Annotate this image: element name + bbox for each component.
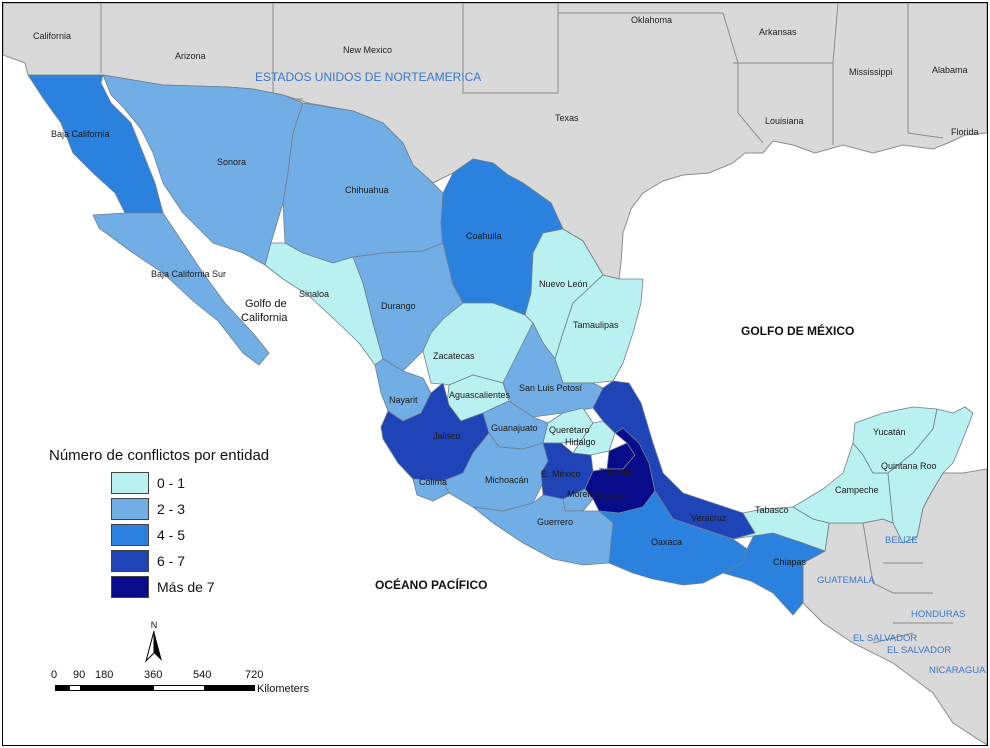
legend-item: 4 - 5 — [111, 522, 309, 548]
legend-item: Más de 7 — [111, 574, 309, 600]
water-label-gulf-of-mexico: GOLFO DE MÉXICO — [741, 323, 854, 338]
state-label-aguascalientes: Aguascalientes — [449, 390, 511, 400]
country-label-guatemala: GUATEMALA — [817, 575, 876, 586]
us-state-label: Oklahoma — [631, 15, 672, 25]
state-label-durango: Durango — [381, 301, 416, 311]
water-label-pacific-ocean: OCÉANO PACÍFICO — [375, 577, 487, 592]
state-label-zacatecas: Zacatecas — [433, 351, 475, 361]
legend-item: 0 - 1 — [111, 470, 309, 496]
legend-swatch — [111, 524, 149, 546]
state-label-san-luis-potosi: San Luis Potosí — [519, 383, 583, 393]
scale-bar: 0 90 180 360 540 720 Kilometers — [51, 669, 341, 701]
legend-label: Más de 7 — [157, 579, 215, 595]
north-arrow-icon: N — [145, 620, 162, 663]
state-label-yucatan: Yucatán — [873, 427, 906, 437]
scale-unit: Kilometers — [257, 683, 309, 695]
country-label-el-salvador: EL SALVADOR — [887, 645, 951, 656]
scale-tick-label: 720 — [245, 669, 264, 681]
state-label-morelos: Morelos — [567, 489, 600, 499]
us-state-labels: California Arizona New Mexico Texas Okla… — [33, 15, 979, 137]
legend-swatch — [111, 472, 149, 494]
us-state-borders — [100, 3, 944, 145]
state-label-oaxaca: Oaxaca — [651, 537, 682, 547]
north-arrow-letter: N — [151, 620, 158, 630]
state-shape-quintana-roo — [887, 406, 974, 544]
scale-segment — [205, 685, 255, 691]
legend-swatch — [111, 576, 149, 598]
legend-swatch — [111, 498, 149, 520]
legend-title: Número de conflictos por entidad — [49, 447, 270, 464]
state-label-campeche: Campeche — [835, 485, 879, 495]
mexico-state-labels: Baja California Baja California Sur Sono… — [51, 129, 937, 567]
scale-tick-label: 540 — [193, 669, 212, 681]
state-label-hidalgo: Hidalgo — [565, 437, 596, 447]
scale-segment — [55, 685, 69, 691]
state-label-puebla: Puebla — [599, 492, 627, 502]
us-state-label: Mississippi — [849, 67, 893, 77]
legend-item: 2 - 3 — [111, 496, 309, 522]
state-label-queretaro: Querétaro — [549, 425, 590, 435]
state-label-guanajuato: Guanajuato — [491, 423, 538, 433]
state-label-tlaxcala: Tlaxcala — [599, 467, 633, 477]
us-state-label: Arkansas — [759, 27, 797, 37]
scale-segment — [69, 685, 81, 691]
scale-segment — [101, 685, 153, 691]
state-shape-colima — [412, 478, 450, 502]
scale-segment — [81, 685, 101, 691]
scale-tick-label: 0 — [51, 669, 58, 681]
legend-swatch — [111, 550, 149, 572]
map-canvas: California Arizona New Mexico Texas Okla… — [3, 3, 987, 745]
scale-tick-label: 360 — [144, 669, 163, 681]
state-label-tabasco: Tabasco — [755, 505, 789, 515]
state-label-sonora: Sonora — [217, 157, 246, 167]
state-label-nayarit: Nayarit — [389, 395, 418, 405]
state-label-guerrero: Guerrero — [537, 517, 573, 527]
water-label-gulf-of-california: California — [241, 312, 288, 324]
state-label-chiapas: Chiapas — [773, 557, 807, 567]
scale-segment — [153, 685, 205, 691]
country-label-honduras: HONDURAS — [911, 609, 965, 620]
legend-item: 6 - 7 — [111, 548, 309, 574]
state-label-tamaulipas: Tamaulipas — [573, 320, 619, 330]
us-state-label: Texas — [555, 113, 579, 123]
us-state-label: New Mexico — [343, 45, 392, 55]
scale-tick-label: 90 — [73, 669, 86, 681]
us-state-label: Arizona — [175, 51, 206, 61]
state-label-quintana-roo: Quintana Roo — [881, 461, 937, 471]
country-label-usa: ESTADOS UNIDOS DE NORTEAMERICA — [255, 70, 481, 84]
state-label-jalisco: Jalisco — [433, 431, 461, 441]
water-label-gulf-of-california: Golfo de — [245, 298, 287, 310]
us-state-label: California — [33, 31, 71, 41]
us-state-label: Louisiana — [765, 116, 804, 126]
country-label-el-salvador: EL SALVADOR — [853, 633, 917, 644]
country-label-belize: BELIZE — [885, 535, 918, 546]
state-label-chihuahua: Chihuahua — [345, 185, 389, 195]
state-shape-baja-california-sur — [92, 212, 270, 366]
state-label-michoacan: Michoacán — [485, 475, 529, 485]
state-label-coahuila: Coahuila — [466, 231, 502, 241]
scale-tick-label: 180 — [95, 669, 114, 681]
legend-label: 2 - 3 — [157, 501, 186, 517]
state-label-baja-california: Baja California — [51, 129, 110, 139]
legend-label: 6 - 7 — [157, 553, 186, 569]
legend-label: 4 - 5 — [157, 527, 186, 543]
country-label-nicaragua: NICARAGUA — [929, 665, 986, 676]
state-label-colima: Colima — [419, 477, 447, 487]
legend-label: 0 - 1 — [157, 475, 186, 491]
state-label-veracruz: Veracruz — [691, 513, 727, 523]
north-arrow: N — [143, 619, 165, 663]
state-label-sinaloa: Sinaloa — [299, 289, 329, 299]
mexico-states — [27, 74, 974, 616]
us-state-label: Florida — [951, 127, 979, 137]
state-label-estado-de-mexico: E. México — [541, 469, 581, 479]
state-label-nuevo-leon: Nuevo León — [539, 279, 588, 289]
legend: Número de conflictos por entidad 0 - 1 2… — [49, 447, 309, 600]
state-label-baja-california-sur: Baja California Sur — [151, 269, 226, 279]
us-state-label: Alabama — [932, 65, 968, 75]
